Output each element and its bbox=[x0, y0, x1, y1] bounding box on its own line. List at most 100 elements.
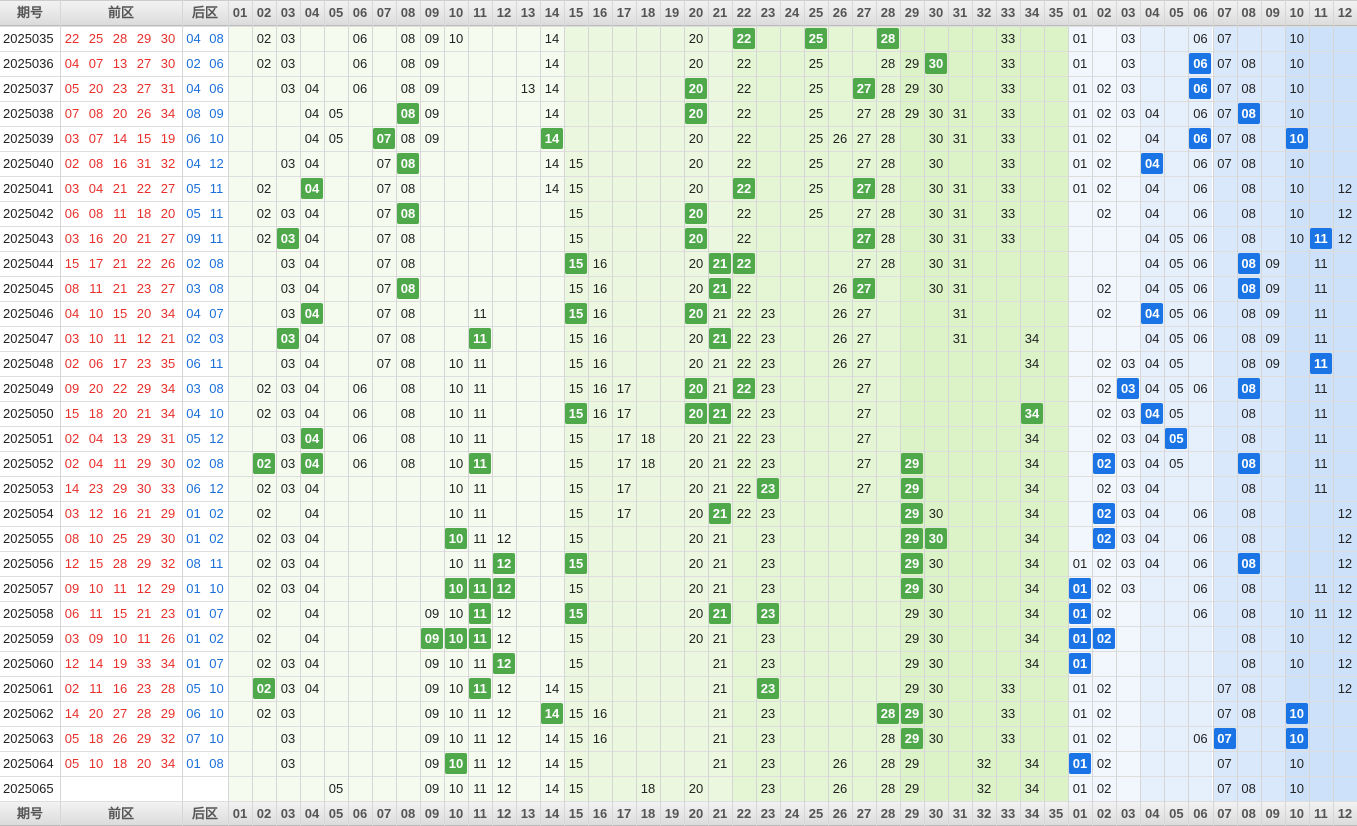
column-line bbox=[540, 0, 541, 826]
front-cell: 20 bbox=[688, 156, 704, 171]
front-cell: 28 bbox=[880, 181, 896, 196]
issue: 2025048 bbox=[3, 356, 54, 371]
header-cell: 27 bbox=[856, 5, 872, 20]
front-cell: 32 bbox=[976, 756, 992, 771]
column-line bbox=[420, 0, 421, 826]
header-cell: 12 bbox=[1337, 806, 1353, 821]
back-number: 08 bbox=[209, 456, 224, 471]
back-cell: 02 bbox=[1096, 206, 1112, 221]
front-number: 22 bbox=[112, 381, 128, 396]
back-cell: 04 bbox=[1145, 231, 1160, 246]
front-cell: 30 bbox=[928, 281, 944, 296]
front-cell: 07 bbox=[376, 156, 392, 171]
front-cell: 03 bbox=[280, 731, 296, 746]
front-number: 26 bbox=[160, 631, 176, 646]
front-cell: 03 bbox=[280, 431, 296, 446]
back-hit-cell: 04 bbox=[1140, 401, 1164, 426]
front-hit-cell: 29 bbox=[900, 576, 924, 601]
front-cell: 14 bbox=[544, 781, 560, 796]
issue: 2025057 bbox=[3, 581, 54, 596]
front-cell: 21 bbox=[712, 456, 728, 471]
row-line bbox=[0, 676, 1357, 677]
front-cell: 22 bbox=[736, 231, 752, 246]
back-cell: 12 bbox=[1337, 531, 1353, 546]
column-band bbox=[300, 26, 324, 801]
front-cell: 20 bbox=[688, 631, 704, 646]
front-cell: 33 bbox=[1000, 106, 1016, 121]
column-band bbox=[876, 26, 900, 801]
back-hit-cell: 08 bbox=[1237, 251, 1261, 276]
front-cell: 27 bbox=[856, 306, 872, 321]
front-cell: 12 bbox=[496, 681, 512, 696]
back-cell: 04 bbox=[1145, 206, 1160, 221]
column-line bbox=[852, 0, 853, 826]
row-line bbox=[0, 326, 1357, 327]
front-number: 10 bbox=[88, 306, 104, 321]
back-cell: 07 bbox=[1217, 56, 1232, 71]
back-hit-cell: 01 bbox=[1068, 576, 1092, 601]
header-cell: 前区 bbox=[107, 806, 134, 821]
front-cell: 27 bbox=[856, 131, 872, 146]
column-band bbox=[780, 26, 804, 801]
column-line bbox=[1260, 0, 1262, 826]
header-cell: 10 bbox=[1289, 5, 1305, 20]
front-number: 29 bbox=[136, 456, 152, 471]
issue: 2025065 bbox=[3, 781, 54, 796]
front-cell: 10 bbox=[448, 481, 464, 496]
front-cell: 33 bbox=[1000, 56, 1016, 71]
front-hit-cell: 20 bbox=[684, 76, 708, 101]
front-cell: 10 bbox=[448, 381, 464, 396]
back-number: 03 bbox=[186, 381, 201, 396]
front-number: 03 bbox=[64, 506, 80, 521]
front-cell: 04 bbox=[304, 406, 320, 421]
header-cell: 23 bbox=[760, 806, 776, 821]
front-number: 23 bbox=[136, 281, 152, 296]
column-band bbox=[1236, 26, 1261, 801]
back-cell: 04 bbox=[1145, 131, 1160, 146]
front-cell: 08 bbox=[400, 31, 416, 46]
front-number: 16 bbox=[112, 156, 128, 171]
front-cell: 03 bbox=[280, 406, 296, 421]
back-cell: 04 bbox=[1145, 181, 1160, 196]
back-cell: 04 bbox=[1145, 481, 1160, 496]
column-line bbox=[660, 0, 661, 826]
front-hit-cell: 15 bbox=[564, 301, 588, 326]
back-cell: 01 bbox=[1072, 81, 1088, 96]
back-number: 06 bbox=[186, 706, 201, 721]
header-cell: 09 bbox=[1265, 5, 1280, 20]
front-hit-cell: 27 bbox=[852, 176, 876, 201]
front-cell: 05 bbox=[328, 106, 344, 121]
front-cell: 30 bbox=[928, 656, 944, 671]
front-cell: 15 bbox=[568, 231, 584, 246]
back-cell: 07 bbox=[1217, 781, 1232, 796]
back-cell: 12 bbox=[1337, 181, 1353, 196]
front-cell: 30 bbox=[928, 131, 944, 146]
front-number: 10 bbox=[88, 331, 104, 346]
header-cell: 02 bbox=[1096, 5, 1112, 20]
front-hit-cell: 21 bbox=[708, 251, 732, 276]
header-cell: 08 bbox=[1241, 806, 1256, 821]
front-cell: 09 bbox=[424, 681, 440, 696]
column-line bbox=[468, 0, 469, 826]
front-cell: 04 bbox=[304, 256, 320, 271]
front-cell: 15 bbox=[568, 456, 584, 471]
front-number: 30 bbox=[160, 456, 176, 471]
header-cell: 07 bbox=[376, 806, 392, 821]
header-cell: 09 bbox=[424, 806, 440, 821]
front-cell: 34 bbox=[1024, 556, 1040, 571]
header-cell: 03 bbox=[280, 806, 296, 821]
front-cell: 28 bbox=[880, 56, 896, 71]
front-cell: 17 bbox=[616, 456, 632, 471]
front-cell: 33 bbox=[1000, 31, 1016, 46]
back-hit-cell: 08 bbox=[1237, 276, 1261, 301]
front-cell: 33 bbox=[1000, 206, 1016, 221]
front-cell: 30 bbox=[928, 156, 944, 171]
front-cell: 04 bbox=[304, 381, 320, 396]
front-number: 21 bbox=[112, 181, 128, 196]
front-cell: 10 bbox=[448, 506, 464, 521]
front-number: 18 bbox=[88, 406, 104, 421]
back-number: 03 bbox=[209, 331, 224, 346]
back-number: 01 bbox=[186, 631, 201, 646]
front-number: 29 bbox=[160, 506, 176, 521]
back-hit-cell: 01 bbox=[1068, 601, 1092, 626]
